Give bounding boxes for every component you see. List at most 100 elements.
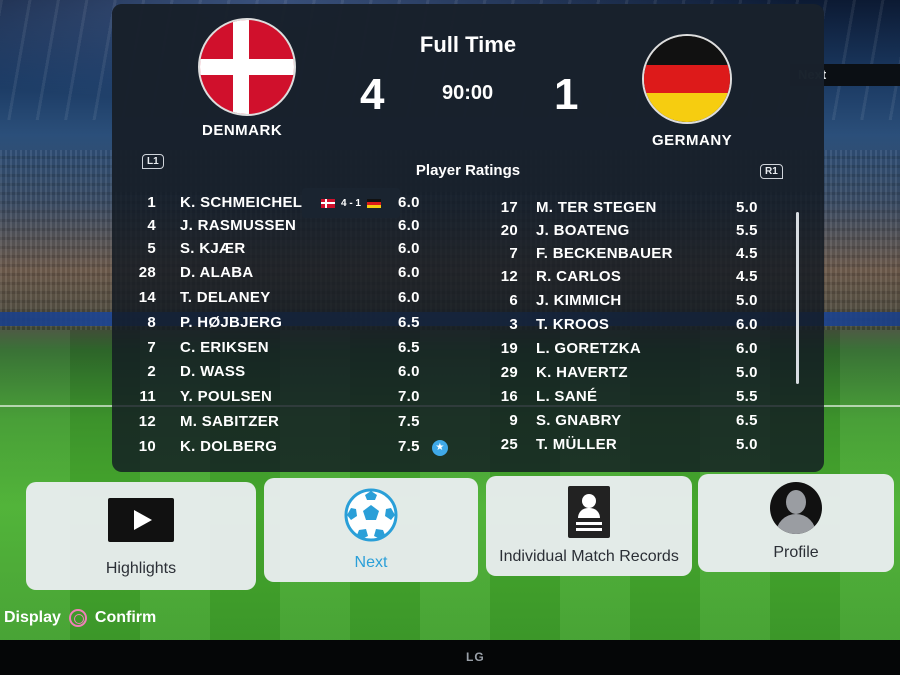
player-name: D. ALABA (180, 264, 254, 281)
player-number: 6 (509, 292, 518, 309)
player-name: T. DELANEY (180, 289, 271, 306)
germany-mini-flag-icon (367, 198, 381, 208)
player-rating: 6.0 (398, 194, 420, 211)
player-name: S. KJÆR (180, 240, 246, 257)
home-player-row[interactable]: 12 M. SABITZER 7.5 (116, 413, 446, 435)
away-player-row[interactable]: 16 L. SANÉ 5.5 (478, 388, 778, 410)
player-name: M. TER STEGEN (536, 199, 657, 216)
home-player-row[interactable]: 2 D. WASS 6.0 (116, 363, 446, 385)
away-player-row[interactable]: 9 S. GNABRY 6.5 (478, 412, 778, 434)
next-label: Next (354, 554, 388, 571)
player-rating: 6.0 (736, 316, 758, 333)
player-rating: 5.5 (736, 222, 758, 239)
away-player-row[interactable]: 7 F. BECKENBAUER 4.5 (478, 245, 778, 267)
player-number: 29 (500, 364, 518, 381)
player-rating: 6.0 (398, 240, 420, 257)
away-player-row[interactable]: 29 K. HAVERTZ 5.0 (478, 364, 778, 386)
player-number: 16 (500, 388, 518, 405)
player-rating: 6.5 (398, 339, 420, 356)
player-name: C. ERIKSEN (180, 339, 269, 356)
next-button[interactable]: Next (264, 478, 478, 582)
soccer-ball-icon (344, 488, 398, 542)
player-name: F. BECKENBAUER (536, 245, 673, 262)
circle-button-icon (68, 609, 87, 627)
player-number: 7 (509, 245, 518, 262)
person-silhouette-icon (770, 482, 822, 534)
away-player-row[interactable]: 19 L. GORETZKA 6.0 (478, 340, 778, 362)
away-team-name: GERMANY (652, 132, 733, 149)
individual-match-records-button[interactable]: Individual Match Records (486, 476, 692, 576)
page-title: Full Time (419, 32, 517, 57)
home-player-row[interactable]: 28 D. ALABA 6.0 (116, 264, 446, 286)
player-number: 10 (138, 438, 156, 455)
tv-brand-logo: LG (466, 650, 485, 664)
player-name: R. CARLOS (536, 268, 622, 285)
home-player-row[interactable]: 5 S. KJÆR 6.0 (116, 240, 446, 262)
records-label: Individual Match Records (499, 548, 679, 565)
player-name: P. HØJBJERG (180, 314, 283, 331)
home-player-row[interactable]: 7 C. ERIKSEN 6.5 (116, 339, 446, 361)
player-number: 4 (147, 217, 156, 234)
player-number: 11 (139, 388, 156, 405)
player-rating: 6.0 (398, 217, 420, 234)
player-name: Y. POULSEN (180, 388, 273, 405)
away-player-row[interactable]: 20 J. BOATENG 5.5 (478, 222, 778, 244)
player-name: J. RASMUSSEN (180, 217, 297, 234)
r1-button[interactable]: R1 (760, 164, 783, 179)
player-name: K. HAVERTZ (536, 364, 628, 381)
player-name: K. SCHMEICHEL (180, 194, 303, 211)
match-result-panel: Full Time DENMARK GERMANY 4 1 90:00 L1 R… (112, 4, 824, 472)
player-rating: 5.0 (736, 199, 758, 216)
away-player-row[interactable]: 3 T. KROOS 6.0 (478, 316, 778, 338)
display-hint: Display (4, 609, 61, 626)
player-number: 5 (147, 240, 156, 257)
record-card-icon (568, 486, 610, 538)
player-rating: 5.0 (736, 364, 758, 381)
player-name: D. WASS (180, 363, 246, 380)
away-player-row[interactable]: 25 T. MÜLLER 5.0 (478, 436, 778, 458)
player-name: J. KIMMICH (536, 292, 622, 309)
ratings-scrollbar[interactable] (796, 212, 799, 384)
home-player-row[interactable]: 11 Y. POULSEN 7.0 (116, 388, 446, 410)
play-icon (108, 498, 174, 542)
player-number: 20 (500, 222, 518, 239)
player-rating: 6.5 (736, 412, 758, 429)
player-number: 28 (138, 264, 156, 281)
player-number: 8 (147, 314, 156, 331)
highlights-button[interactable]: Highlights (26, 482, 256, 590)
player-number: 7 (147, 339, 156, 356)
player-rating: 6.0 (398, 289, 420, 306)
player-rating: 6.5 (398, 314, 420, 331)
player-number: 17 (500, 199, 518, 216)
home-player-row[interactable]: 8 P. HØJBJERG 6.5 (116, 314, 446, 336)
home-player-row[interactable]: 14 T. DELANEY 6.0 (116, 289, 446, 311)
player-number: 3 (509, 316, 518, 333)
profile-label: Profile (773, 544, 819, 561)
home-player-row[interactable]: 1 K. SCHMEICHEL 6.0 (116, 194, 446, 216)
player-number: 12 (500, 268, 518, 285)
away-player-row[interactable]: 6 J. KIMMICH 5.0 (478, 292, 778, 314)
confirm-hint: Confirm (94, 609, 157, 626)
player-rating: 6.0 (736, 340, 758, 357)
player-rating: 5.0 (736, 292, 758, 309)
star-icon: ★ (432, 440, 448, 456)
profile-button[interactable]: Profile (698, 474, 894, 572)
player-name: T. MÜLLER (536, 436, 618, 453)
player-number: 2 (147, 363, 156, 380)
player-name: L. SANÉ (536, 388, 598, 405)
player-number: 19 (500, 340, 518, 357)
player-name: J. BOATENG (536, 222, 630, 239)
denmark-flag-icon (198, 18, 296, 116)
player-name: K. DOLBERG (180, 438, 278, 455)
player-rating: 7.5 (398, 413, 420, 430)
away-player-row[interactable]: 12 R. CARLOS 4.5 (478, 268, 778, 290)
player-number: 12 (138, 413, 156, 430)
home-score: 4 (360, 70, 385, 119)
home-player-row[interactable]: 10 K. DOLBERG 7.5 ★ (116, 438, 456, 460)
mini-scoreline: 4 - 1 (302, 188, 400, 218)
l1-button[interactable]: L1 (142, 154, 164, 169)
away-player-row[interactable]: 17 M. TER STEGEN 5.0 (478, 199, 778, 221)
player-name: L. GORETZKA (536, 340, 641, 357)
highlights-label: Highlights (105, 560, 177, 577)
home-player-row[interactable]: 4 J. RASMUSSEN 6.0 (116, 217, 446, 239)
